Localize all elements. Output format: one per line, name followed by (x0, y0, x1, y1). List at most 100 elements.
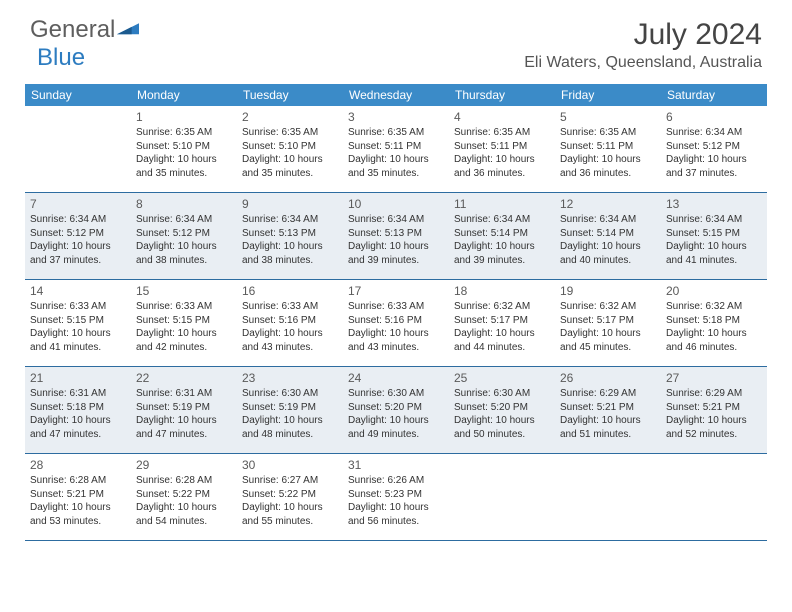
daylight-text: and 38 minutes. (136, 254, 232, 268)
calendar: Sunday Monday Tuesday Wednesday Thursday… (25, 84, 767, 541)
day-cell: 12Sunrise: 6:34 AMSunset: 5:14 PMDayligh… (555, 193, 661, 279)
day-number: 31 (348, 457, 444, 473)
daylight-text: and 53 minutes. (30, 515, 126, 529)
day-cell: 29Sunrise: 6:28 AMSunset: 5:22 PMDayligh… (131, 454, 237, 540)
sunrise-text: Sunrise: 6:29 AM (666, 387, 762, 401)
day-cell (25, 106, 131, 192)
day-number: 24 (348, 370, 444, 386)
week-row: 1Sunrise: 6:35 AMSunset: 5:10 PMDaylight… (25, 106, 767, 193)
daylight-text: and 45 minutes. (560, 341, 656, 355)
daylight-text: Daylight: 10 hours (666, 327, 762, 341)
brand-part2: Blue (37, 44, 85, 72)
daylight-text: and 42 minutes. (136, 341, 232, 355)
day-number: 4 (454, 109, 550, 125)
daylight-text: Daylight: 10 hours (454, 153, 550, 167)
daylight-text: and 36 minutes. (560, 167, 656, 181)
daylight-text: and 38 minutes. (242, 254, 338, 268)
sunrise-text: Sunrise: 6:32 AM (560, 300, 656, 314)
daylight-text: Daylight: 10 hours (30, 414, 126, 428)
daylight-text: Daylight: 10 hours (136, 240, 232, 254)
day-number: 30 (242, 457, 338, 473)
day-cell: 14Sunrise: 6:33 AMSunset: 5:15 PMDayligh… (25, 280, 131, 366)
sunrise-text: Sunrise: 6:31 AM (136, 387, 232, 401)
day-number: 20 (666, 283, 762, 299)
daylight-text: Daylight: 10 hours (454, 414, 550, 428)
sunset-text: Sunset: 5:16 PM (242, 314, 338, 328)
day-cell: 2Sunrise: 6:35 AMSunset: 5:10 PMDaylight… (237, 106, 343, 192)
day-cell: 7Sunrise: 6:34 AMSunset: 5:12 PMDaylight… (25, 193, 131, 279)
sunrise-text: Sunrise: 6:34 AM (666, 126, 762, 140)
day-cell: 28Sunrise: 6:28 AMSunset: 5:21 PMDayligh… (25, 454, 131, 540)
daylight-text: Daylight: 10 hours (136, 501, 232, 515)
day-number: 28 (30, 457, 126, 473)
day-cell: 19Sunrise: 6:32 AMSunset: 5:17 PMDayligh… (555, 280, 661, 366)
day-number: 25 (454, 370, 550, 386)
sunset-text: Sunset: 5:18 PM (30, 401, 126, 415)
daylight-text: Daylight: 10 hours (348, 240, 444, 254)
day-cell: 15Sunrise: 6:33 AMSunset: 5:15 PMDayligh… (131, 280, 237, 366)
sunrise-text: Sunrise: 6:32 AM (666, 300, 762, 314)
daylight-text: and 37 minutes. (666, 167, 762, 181)
day-number: 11 (454, 196, 550, 212)
sunset-text: Sunset: 5:12 PM (666, 140, 762, 154)
sunrise-text: Sunrise: 6:34 AM (242, 213, 338, 227)
day-cell: 22Sunrise: 6:31 AMSunset: 5:19 PMDayligh… (131, 367, 237, 453)
day-cell: 21Sunrise: 6:31 AMSunset: 5:18 PMDayligh… (25, 367, 131, 453)
sunrise-text: Sunrise: 6:34 AM (560, 213, 656, 227)
day-cell (555, 454, 661, 540)
day-number: 23 (242, 370, 338, 386)
day-number: 21 (30, 370, 126, 386)
day-number: 7 (30, 196, 126, 212)
day-number: 12 (560, 196, 656, 212)
sunrise-text: Sunrise: 6:35 AM (454, 126, 550, 140)
sunrise-text: Sunrise: 6:34 AM (136, 213, 232, 227)
day-cell: 6Sunrise: 6:34 AMSunset: 5:12 PMDaylight… (661, 106, 767, 192)
day-cell: 16Sunrise: 6:33 AMSunset: 5:16 PMDayligh… (237, 280, 343, 366)
day-number: 16 (242, 283, 338, 299)
brand-part1: General (30, 18, 115, 42)
sunrise-text: Sunrise: 6:34 AM (30, 213, 126, 227)
daylight-text: Daylight: 10 hours (348, 153, 444, 167)
sunrise-text: Sunrise: 6:28 AM (136, 474, 232, 488)
day-number: 9 (242, 196, 338, 212)
daylight-text: and 39 minutes. (348, 254, 444, 268)
daylight-text: and 56 minutes. (348, 515, 444, 529)
sunset-text: Sunset: 5:15 PM (136, 314, 232, 328)
daylight-text: Daylight: 10 hours (666, 153, 762, 167)
day-cell: 10Sunrise: 6:34 AMSunset: 5:13 PMDayligh… (343, 193, 449, 279)
daylight-text: Daylight: 10 hours (136, 327, 232, 341)
sunset-text: Sunset: 5:15 PM (30, 314, 126, 328)
day-number: 2 (242, 109, 338, 125)
day-cell: 24Sunrise: 6:30 AMSunset: 5:20 PMDayligh… (343, 367, 449, 453)
daylight-text: and 44 minutes. (454, 341, 550, 355)
sunrise-text: Sunrise: 6:34 AM (454, 213, 550, 227)
daylight-text: Daylight: 10 hours (454, 327, 550, 341)
sunrise-text: Sunrise: 6:35 AM (242, 126, 338, 140)
daylight-text: and 41 minutes. (30, 341, 126, 355)
sunset-text: Sunset: 5:22 PM (242, 488, 338, 502)
daylight-text: Daylight: 10 hours (242, 501, 338, 515)
day-number: 17 (348, 283, 444, 299)
sunset-text: Sunset: 5:12 PM (136, 227, 232, 241)
sunrise-text: Sunrise: 6:33 AM (242, 300, 338, 314)
daylight-text: Daylight: 10 hours (242, 414, 338, 428)
day-cell: 3Sunrise: 6:35 AMSunset: 5:11 PMDaylight… (343, 106, 449, 192)
sunrise-text: Sunrise: 6:33 AM (136, 300, 232, 314)
daylight-text: Daylight: 10 hours (348, 327, 444, 341)
sunset-text: Sunset: 5:10 PM (242, 140, 338, 154)
dayname-thu: Thursday (449, 84, 555, 106)
day-cell: 4Sunrise: 6:35 AMSunset: 5:11 PMDaylight… (449, 106, 555, 192)
sunset-text: Sunset: 5:19 PM (136, 401, 232, 415)
day-cell: 8Sunrise: 6:34 AMSunset: 5:12 PMDaylight… (131, 193, 237, 279)
dayname-wed: Wednesday (343, 84, 449, 106)
daylight-text: and 35 minutes. (136, 167, 232, 181)
sunset-text: Sunset: 5:15 PM (666, 227, 762, 241)
week-row: 21Sunrise: 6:31 AMSunset: 5:18 PMDayligh… (25, 367, 767, 454)
sunset-text: Sunset: 5:17 PM (454, 314, 550, 328)
day-number: 1 (136, 109, 232, 125)
sunset-text: Sunset: 5:12 PM (30, 227, 126, 241)
sunset-text: Sunset: 5:21 PM (666, 401, 762, 415)
day-cell: 1Sunrise: 6:35 AMSunset: 5:10 PMDaylight… (131, 106, 237, 192)
day-cell: 23Sunrise: 6:30 AMSunset: 5:19 PMDayligh… (237, 367, 343, 453)
daylight-text: Daylight: 10 hours (30, 240, 126, 254)
